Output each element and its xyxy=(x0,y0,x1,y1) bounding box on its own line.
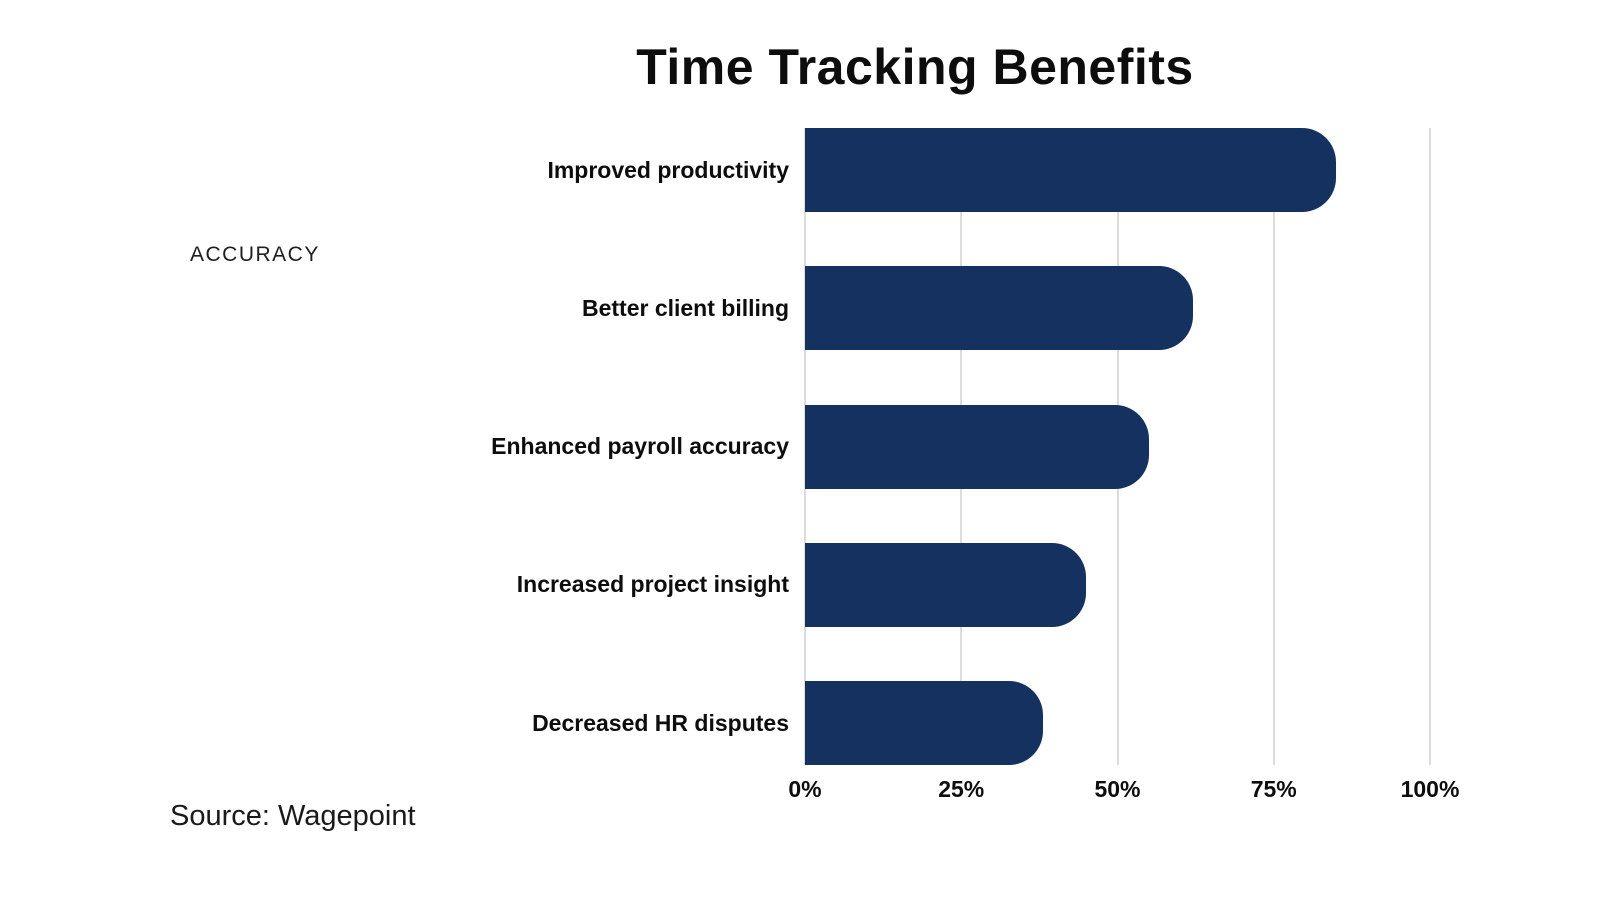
chart-row: Increased project insight xyxy=(0,542,1430,627)
bar-track xyxy=(805,128,1430,212)
gridline xyxy=(1272,128,1275,765)
bar xyxy=(805,266,1193,351)
bar-track xyxy=(805,404,1430,489)
bar-label: Better client billing xyxy=(581,294,789,321)
bar-chart: Improved productivity Better client billi… xyxy=(0,128,1600,808)
chart-row: Enhanced payroll accuracy xyxy=(0,404,1430,489)
source-attribution: Source: Wagepoint xyxy=(170,800,416,832)
y-axis-group-label: ACCURACY xyxy=(190,243,320,266)
bar-label: Increased project insight xyxy=(516,571,789,598)
chart-rows: Improved productivity Better client billi… xyxy=(0,128,1430,765)
gridline xyxy=(1429,128,1431,765)
x-axis: 0% 25% 50% 75% 100% xyxy=(788,776,1459,808)
chart-title: Time Tracking Benefits xyxy=(636,39,1194,95)
x-tick-label: 0% xyxy=(788,776,822,802)
x-tick-label: 100% xyxy=(1400,776,1460,802)
bar-label: Enhanced payroll accuracy xyxy=(491,433,789,459)
x-tick-label: 25% xyxy=(938,776,985,802)
bar xyxy=(805,128,1337,212)
bar-track xyxy=(805,681,1430,765)
chart-row: Decreased HR disputes xyxy=(0,681,1430,765)
bar xyxy=(805,681,1043,765)
x-tick-label: 50% xyxy=(1094,776,1141,802)
x-tick-label: 75% xyxy=(1250,776,1297,802)
bar xyxy=(805,404,1149,489)
bar-label: Improved productivity xyxy=(547,156,789,183)
bar-label: Decreased HR disputes xyxy=(532,709,789,736)
bar-track xyxy=(805,266,1430,351)
chart-row: Improved productivity xyxy=(0,128,1430,212)
bar-track xyxy=(805,542,1430,627)
chart-row: Better client billing xyxy=(0,266,1430,351)
bar xyxy=(805,542,1087,627)
